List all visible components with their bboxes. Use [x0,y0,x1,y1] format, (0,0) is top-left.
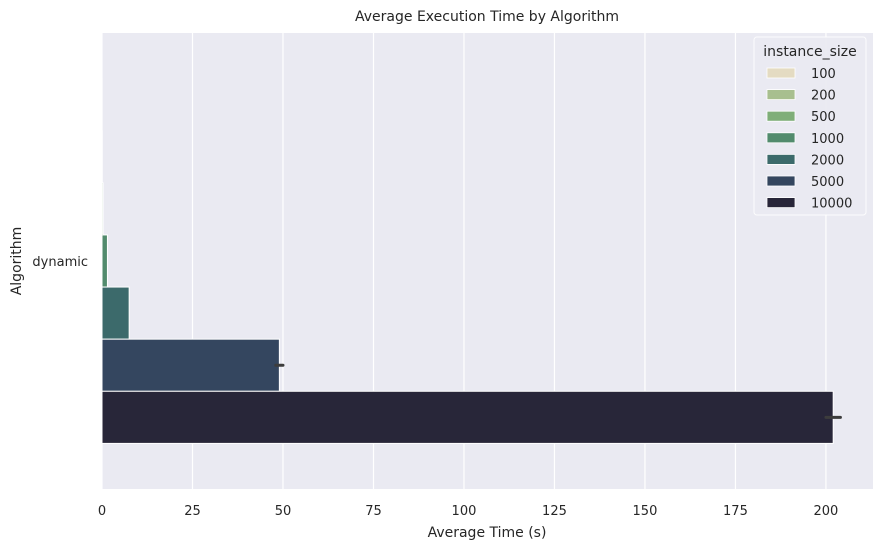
legend-swatch-200 [767,90,795,100]
y-tick-label-0: dynamic [32,255,88,270]
x-tick-label-5: 125 [542,504,567,519]
chart-title: Average Execution Time by Algorithm [355,9,619,25]
bar-5000 [102,339,279,391]
legend-label-2000: 2000 [811,153,844,168]
legend-swatch-1000 [767,133,795,143]
legend-swatch-100 [767,68,795,78]
x-tick-label-1: 25 [184,504,201,519]
legend-label-1000: 1000 [811,132,844,147]
x-tick-label-7: 175 [723,504,748,519]
x-tick-label-4: 100 [452,504,477,519]
legend-label-100: 100 [811,67,836,82]
x-tick-label-3: 75 [365,504,382,519]
legend-label-200: 200 [811,89,836,104]
y-axis-label: Algorithm [9,227,25,296]
legend-swatch-500 [767,111,795,121]
legend-title: instance_size [763,44,856,60]
legend-label-500: 500 [811,110,836,125]
legend-swatch-5000 [767,176,795,186]
x-axis-label: Average Time (s) [428,525,547,541]
legend-swatch-2000 [767,154,795,164]
legend-swatch-10000 [767,198,795,208]
bar-2000 [102,287,129,339]
y-tick-labels: dynamic [32,255,88,270]
x-tick-label-8: 200 [814,504,839,519]
bar-10000 [102,391,833,443]
legend-frame [754,37,866,215]
x-tick-label-6: 150 [633,504,658,519]
bar-1000 [102,235,107,287]
bar-500 [102,183,103,235]
x-tick-labels: 0 25 50 75 100 125 150 175 200 [98,504,838,519]
x-tick-label-0: 0 [98,504,106,519]
legend-label-5000: 5000 [811,175,844,190]
legend: instance_size 100 200 500 1000 2000 5000 10000 [754,37,866,215]
legend-label-10000: 10000 [811,197,852,212]
x-tick-label-2: 50 [275,504,292,519]
